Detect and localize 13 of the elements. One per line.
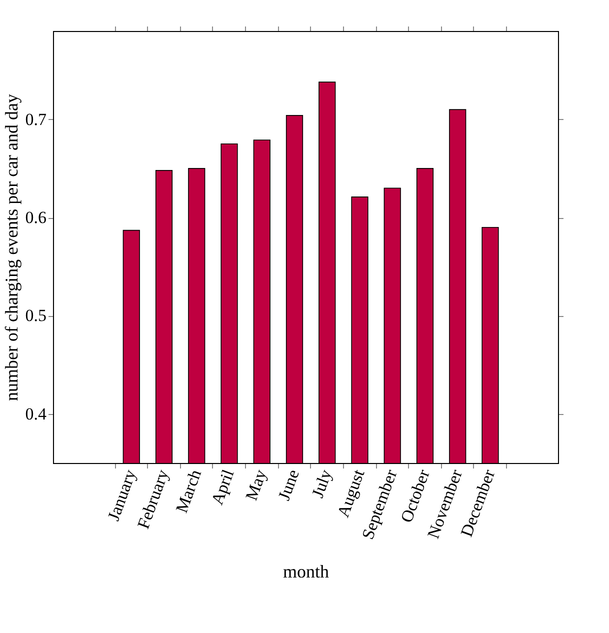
- y-tick-label: 0.7: [25, 110, 47, 129]
- y-tick-label: 0.4: [25, 404, 47, 424]
- x-axis-title: month: [282, 562, 330, 582]
- x-tick-label: July: [308, 466, 336, 500]
- x-tick-label: August: [334, 466, 368, 520]
- y-tick-label: 0.5: [25, 306, 46, 326]
- x-tick-label: May: [242, 466, 270, 503]
- x-tick-label: October: [396, 466, 434, 526]
- y-tick-label: 0.6: [25, 208, 46, 228]
- x-tick-label: June: [274, 467, 303, 503]
- x-tick-label: March: [172, 466, 206, 516]
- x-tick-label: April: [208, 466, 238, 508]
- y-axis-title: number of charging events per car and day: [1, 94, 22, 402]
